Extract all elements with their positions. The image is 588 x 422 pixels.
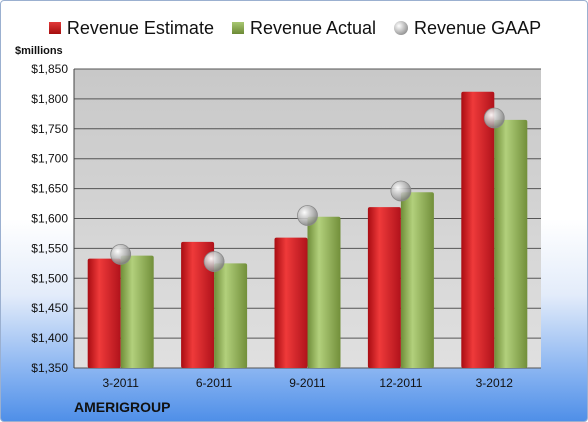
- x-tick-label: 3-2011: [102, 376, 139, 390]
- bar-revenue-actual: [307, 216, 341, 368]
- y-tick-label: $1,850: [31, 62, 68, 76]
- legend-label-gaap: Revenue GAAP: [414, 17, 542, 38]
- bar-revenue-estimate: [461, 91, 495, 368]
- point-revenue-gaap: [203, 251, 225, 272]
- bar-revenue-actual: [400, 192, 434, 368]
- x-tick-label: 6-2011: [196, 376, 233, 390]
- bar-revenue-estimate: [367, 207, 401, 368]
- point-revenue-gaap: [110, 243, 132, 265]
- y-tick-label: $1,350: [31, 361, 68, 375]
- legend-swatch-gaap: [394, 21, 409, 35]
- bar-revenue-estimate: [87, 258, 121, 368]
- y-tick-label: $1,400: [31, 331, 68, 345]
- x-tick-label: 9-2011: [289, 376, 326, 390]
- y-tick-label: $1,450: [31, 301, 68, 315]
- y-tick-label: $1,800: [31, 92, 68, 106]
- bar-revenue-actual: [494, 119, 528, 368]
- y-tick-label: $1,500: [31, 271, 68, 285]
- y-tick-label: $1,750: [31, 122, 68, 136]
- bar-revenue-actual: [120, 255, 154, 368]
- point-revenue-gaap: [297, 205, 318, 226]
- legend-label-estimate: Revenue Estimate: [66, 17, 214, 38]
- y-tick-label: $1,550: [31, 241, 68, 255]
- y-tick-label: $1,700: [31, 152, 68, 166]
- legend-label-actual: Revenue Actual: [249, 17, 377, 38]
- legend-item-estimate: Revenue Estimate: [48, 17, 214, 39]
- company-name: AMERIGROUP: [74, 399, 171, 415]
- x-tick-label: 3-2012: [476, 376, 514, 390]
- y-tick-label: $1,650: [31, 182, 68, 196]
- legend: Revenue Estimate Revenue Actual Revenue …: [1, 15, 587, 41]
- y-axis-unit-label: $millions: [15, 45, 63, 57]
- legend-item-actual: Revenue Actual: [231, 17, 377, 39]
- legend-item-gaap: Revenue GAAP: [394, 18, 541, 39]
- bar-revenue-estimate: [181, 241, 215, 368]
- bar-revenue-estimate: [274, 237, 308, 368]
- y-tick-label: $1,600: [31, 212, 68, 226]
- point-revenue-gaap: [390, 180, 412, 202]
- legend-swatch-actual: [231, 22, 244, 34]
- x-tick-label: 12-2011: [379, 376, 422, 390]
- point-revenue-gaap: [483, 107, 505, 129]
- legend-swatch-estimate: [48, 22, 61, 34]
- bar-revenue-actual: [214, 263, 248, 368]
